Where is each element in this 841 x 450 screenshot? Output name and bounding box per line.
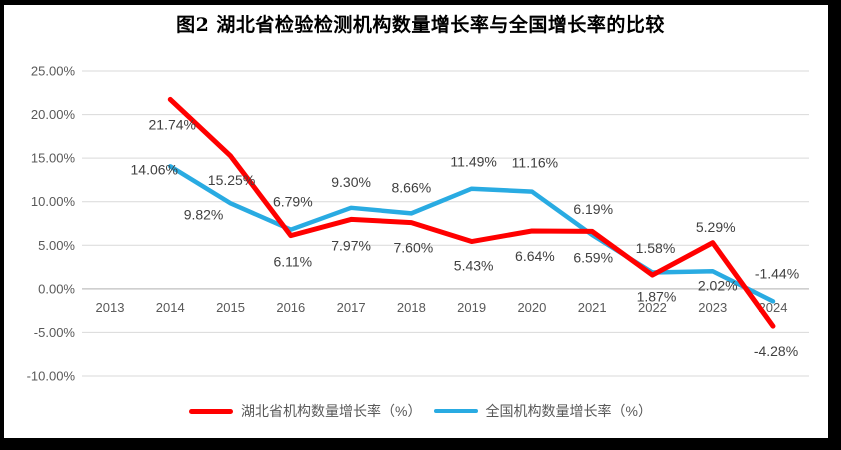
data-label-series-0: 7.97%	[331, 237, 371, 253]
x-tick-label: 2015	[216, 300, 245, 315]
legend: 湖北省机构数量增长率（%） 全国机构数量增长率（%）	[0, 401, 841, 421]
legend-swatch-national-line	[433, 408, 478, 414]
data-label-series-0: 6.11%	[273, 254, 312, 270]
series-line-0	[167, 96, 776, 329]
data-label-series-0: -4.28%	[754, 343, 798, 359]
data-label-series-0: 6.59%	[573, 249, 613, 265]
legend-label-hubei: 湖北省机构数量增长率（%）	[241, 403, 422, 419]
data-label-series-1: 6.19%	[573, 201, 613, 217]
data-label-series-0: 5.29%	[696, 219, 736, 235]
legend-item-hubei: 湖北省机构数量增长率（%）	[189, 401, 422, 421]
legend-swatch-hubei-line	[189, 408, 234, 414]
x-tick-label: 2018	[397, 300, 426, 315]
y-tick-label: 5.00%	[38, 238, 75, 253]
data-label-series-1: 9.30%	[331, 174, 371, 190]
x-tick-label: 2023	[698, 300, 727, 315]
y-tick-label: 10.00%	[31, 194, 76, 209]
legend-item-national: 全国机构数量增长率（%）	[433, 401, 652, 421]
data-label-series-1: 6.79%	[273, 194, 313, 210]
legend-label-national: 全国机构数量增长率（%）	[485, 403, 652, 419]
y-tick-label: -10.00%	[27, 369, 76, 384]
x-tick-label: 2020	[517, 300, 546, 315]
data-label-series-1: 11.16%	[512, 155, 558, 171]
data-label-series-1: 9.82%	[184, 206, 224, 222]
y-tick-label: -5.00%	[34, 325, 76, 340]
x-tick-label: 2021	[578, 300, 607, 315]
x-tick-label: 2017	[337, 300, 366, 315]
series-line-1	[168, 164, 776, 304]
data-label-series-1: -1.44%	[755, 265, 799, 281]
data-label-series-1: 11.49%	[450, 154, 496, 170]
data-label-series-0: 7.60%	[394, 240, 434, 256]
chart-title: 图2 湖北省检验检测机构数量增长率与全国增长率的比较	[176, 14, 665, 36]
data-label-series-0: 15.25%	[208, 172, 255, 188]
y-tick-label: 20.00%	[31, 107, 76, 122]
y-tick-label: 25.00%	[31, 64, 76, 79]
y-tick-label: 0.00%	[38, 281, 75, 296]
x-tick-label: 2016	[276, 300, 305, 315]
data-label-series-1: 14.06%	[131, 161, 178, 177]
data-label-series-1: 1.87%	[637, 289, 677, 305]
x-tick-label: 2024	[759, 300, 788, 315]
data-label-series-0: 6.64%	[515, 248, 555, 264]
data-label-series-0: 21.74%	[149, 116, 196, 132]
data-label-series-1: 8.66%	[392, 179, 432, 195]
data-label-series-0: 5.43%	[454, 258, 494, 274]
y-tick-label: 15.00%	[31, 151, 76, 166]
data-label-series-1: 2.02%	[698, 277, 738, 293]
x-tick-label: 2019	[457, 300, 486, 315]
x-tick-label: 2014	[156, 300, 185, 315]
data-label-series-0: 1.58%	[636, 240, 676, 256]
x-tick-label: 2022	[638, 300, 667, 315]
x-tick-label: 2013	[96, 300, 125, 315]
